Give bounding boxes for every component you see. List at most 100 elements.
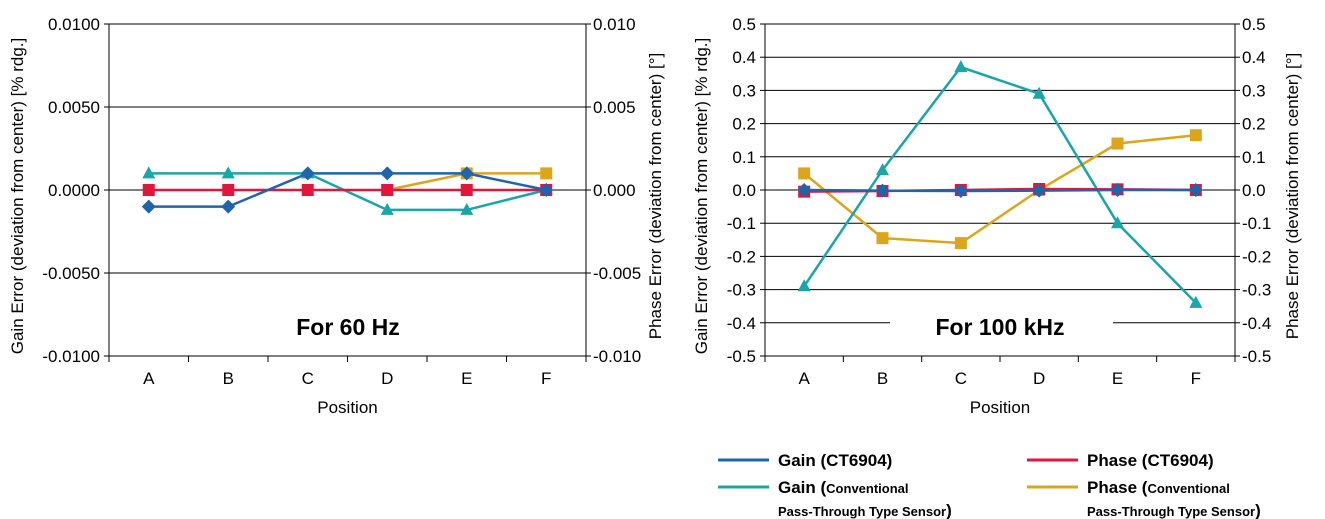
data-point (142, 184, 155, 196)
data-point (380, 202, 394, 215)
y-tick-label: -0.3 (727, 281, 756, 300)
x-tick-label: F (1191, 369, 1201, 388)
legend: Gain (CT6904) Phase (CT6904) Gain (Convent… (718, 451, 1261, 519)
y2-axis-title: Phase Error (deviation from center) [°] (646, 53, 665, 339)
data-point (460, 184, 473, 196)
y2-tick-label: 0.1 (1242, 148, 1266, 167)
data-point (380, 166, 395, 181)
x-tick-label: E (1112, 369, 1123, 388)
data-point (301, 184, 314, 196)
data-point (953, 183, 968, 198)
y-tick-label: -0.2 (727, 247, 756, 266)
x-tick-label: D (1033, 369, 1045, 388)
y2-tick-label: -0.4 (1242, 314, 1271, 333)
y-tick-label: 0.5 (732, 15, 756, 34)
y-tick-label: 0.0050 (48, 98, 100, 117)
data-point (222, 184, 235, 196)
data-point (142, 166, 156, 179)
legend-label-line2: Pass-Through Type Sensor) (778, 501, 952, 519)
y-tick-label: 0.0100 (48, 15, 100, 34)
y-tick-label: 0.0 (732, 181, 756, 200)
y-tick-label: 0.1 (732, 148, 756, 167)
data-point (798, 167, 811, 180)
y2-tick-label: 0.000 (593, 181, 636, 200)
series-1 (141, 166, 554, 214)
legend-label-line2: Pass-Through Type Sensor) (1087, 501, 1261, 519)
series-line (803, 65, 1197, 304)
y2-tick-label: 0.010 (593, 15, 636, 34)
y2-tick-label: 0.2 (1242, 115, 1266, 134)
data-point (1110, 183, 1125, 197)
x-tick-label: E (461, 369, 472, 388)
y2-tick-label: 0.005 (593, 98, 636, 117)
data-point (876, 232, 889, 245)
data-point (1189, 129, 1202, 142)
data-point (797, 279, 811, 292)
legend-label: Gain (Conventional (778, 478, 909, 497)
data-point (300, 166, 315, 181)
legend-entry: Phase (CT6904) (1027, 451, 1214, 470)
data-point (460, 202, 474, 215)
y-tick-label: -0.4 (727, 314, 756, 333)
data-point (876, 163, 889, 176)
data-point (221, 199, 236, 214)
y-tick-label: -0.5 (727, 347, 756, 366)
y-tick-label: -0.1 (727, 214, 756, 233)
legend-label: Gain (CT6904) (778, 451, 892, 470)
series-line (148, 172, 547, 208)
series-line (148, 172, 547, 212)
data-point (954, 60, 968, 73)
y2-tick-label: 0.5 (1242, 15, 1266, 34)
legend-entry: Phase (Conventional Pass-Through Type Sen… (1027, 478, 1261, 519)
data-point (1032, 86, 1046, 99)
y-axis-title: Gain Error (deviation from center) [% rd… (692, 38, 711, 355)
data-point (1188, 183, 1203, 197)
data-point (221, 166, 235, 179)
x-tick-label: A (798, 369, 810, 388)
y2-tick-label: -0.3 (1242, 281, 1271, 300)
series-line (803, 133, 1196, 245)
series-1 (797, 183, 1203, 198)
series-line (804, 188, 1196, 193)
series-3 (797, 60, 1203, 308)
x-axis-title: Position (970, 398, 1030, 417)
x-tick-label: B (223, 369, 234, 388)
legend-entry: Gain (Conventional Pass-Through Type Sens… (718, 478, 952, 519)
data-point (1032, 183, 1047, 198)
y-tick-label: -0.0050 (42, 264, 100, 283)
y2-tick-label: -0.2 (1242, 247, 1271, 266)
legend-entry: Gain (CT6904) (718, 451, 892, 470)
panel-caption: For 60 Hz (296, 314, 400, 340)
x-tick-label: C (302, 369, 314, 388)
y2-tick-label: -0.5 (1242, 347, 1271, 366)
chart-panel-1: 0.0100 0.010 0.0050 0.005 0.0000 0.000 -0.0050… (8, 15, 665, 417)
legend-label: Phase (Conventional (1087, 478, 1230, 497)
data-point (1189, 295, 1203, 308)
data-point (540, 167, 553, 180)
y2-tick-label: -0.005 (593, 264, 641, 283)
data-point (381, 184, 394, 196)
y-tick-label: 0.0000 (48, 181, 100, 200)
x-axis-title: Position (317, 398, 377, 417)
y2-tick-label: 0.0 (1242, 181, 1266, 200)
data-point (1111, 216, 1124, 229)
data-point (875, 183, 890, 198)
data-point (141, 199, 156, 214)
y2-tick-label: 0.3 (1242, 81, 1266, 100)
y-tick-label: -0.0100 (42, 347, 100, 366)
x-tick-label: A (143, 369, 155, 388)
panel-caption: For 100 kHz (935, 314, 1064, 340)
y2-axis-title: Phase Error (deviation from center) [°] (1283, 53, 1302, 339)
x-tick-label: C (955, 369, 967, 388)
data-point (539, 183, 554, 197)
y-tick-label: 0.2 (732, 115, 756, 134)
data-point (1111, 137, 1124, 150)
y2-tick-label: 0.4 (1242, 48, 1266, 67)
x-tick-label: D (381, 369, 393, 388)
y-axis-title: Gain Error (deviation from center) [% rd… (8, 38, 27, 355)
y2-tick-label: -0.010 (593, 347, 641, 366)
x-tick-label: F (541, 369, 551, 388)
chart-panel-2: 0.5 0.5 0.4 0.4 0.3 0.3 0.2 0.2 0.1 0.1 0.0 0.0 -0.1… (692, 15, 1302, 417)
series-2 (142, 184, 553, 196)
